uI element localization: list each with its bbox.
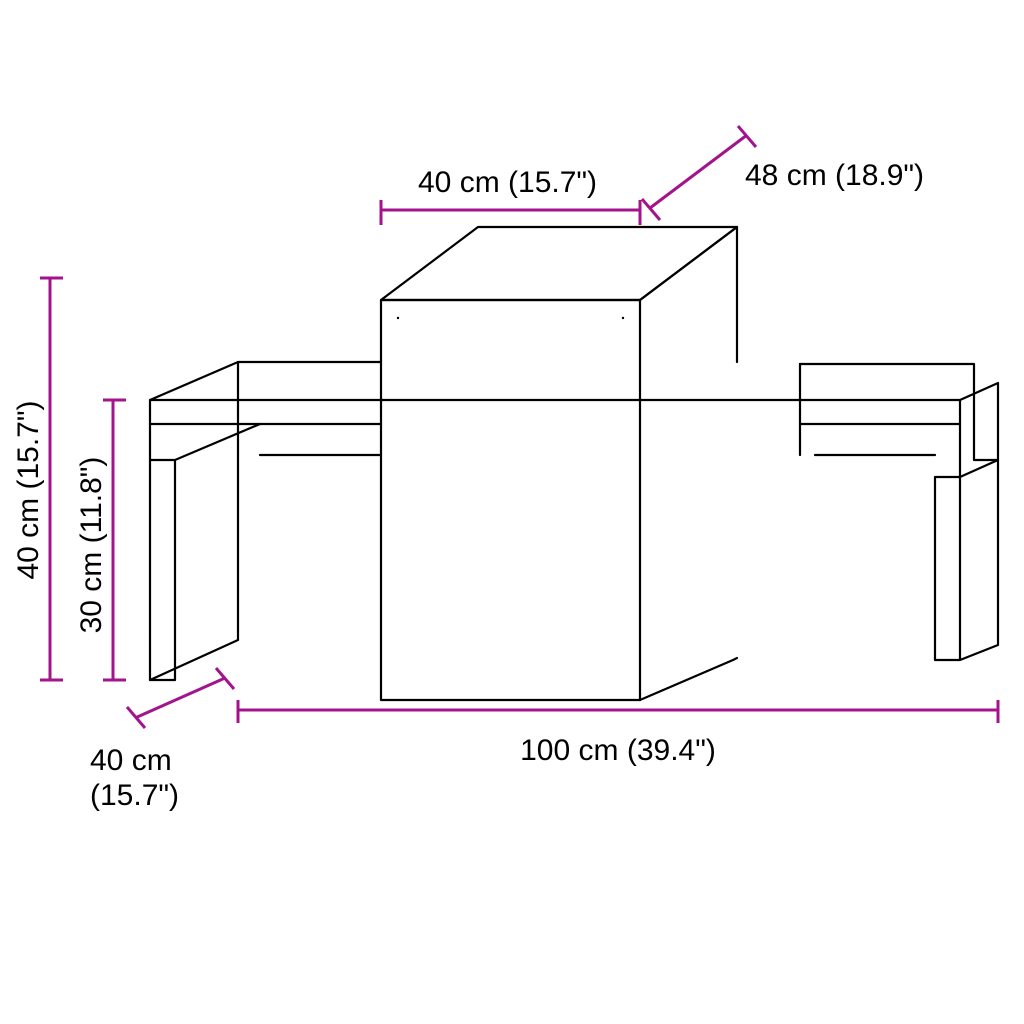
label-top-width: 40 cm (15.7") bbox=[418, 166, 597, 199]
dim-bottom-depth bbox=[127, 668, 234, 728]
dim-bottom-width bbox=[238, 700, 998, 723]
dimension-drawing: 40 cm (15.7") 48 cm (18.9") 40 cm (15.7"… bbox=[0, 0, 1024, 1024]
label-height-inner: 30 cm (11.8") bbox=[75, 457, 108, 634]
label-bottom-width: 100 cm (39.4") bbox=[520, 734, 716, 767]
furniture-outline bbox=[150, 227, 998, 700]
dim-top-width bbox=[381, 200, 640, 225]
dimension-labels: 40 cm (15.7") 48 cm (18.9") 40 cm (15.7"… bbox=[12, 159, 924, 812]
label-top-depth: 48 cm (18.9") bbox=[745, 159, 924, 192]
dim-top-depth bbox=[642, 126, 756, 220]
label-bottom-depth-line1: 40 cm bbox=[90, 744, 172, 777]
dimension-lines bbox=[40, 126, 998, 728]
label-height-outer: 40 cm (15.7") bbox=[12, 400, 45, 579]
label-bottom-depth-line2: (15.7") bbox=[90, 779, 179, 812]
